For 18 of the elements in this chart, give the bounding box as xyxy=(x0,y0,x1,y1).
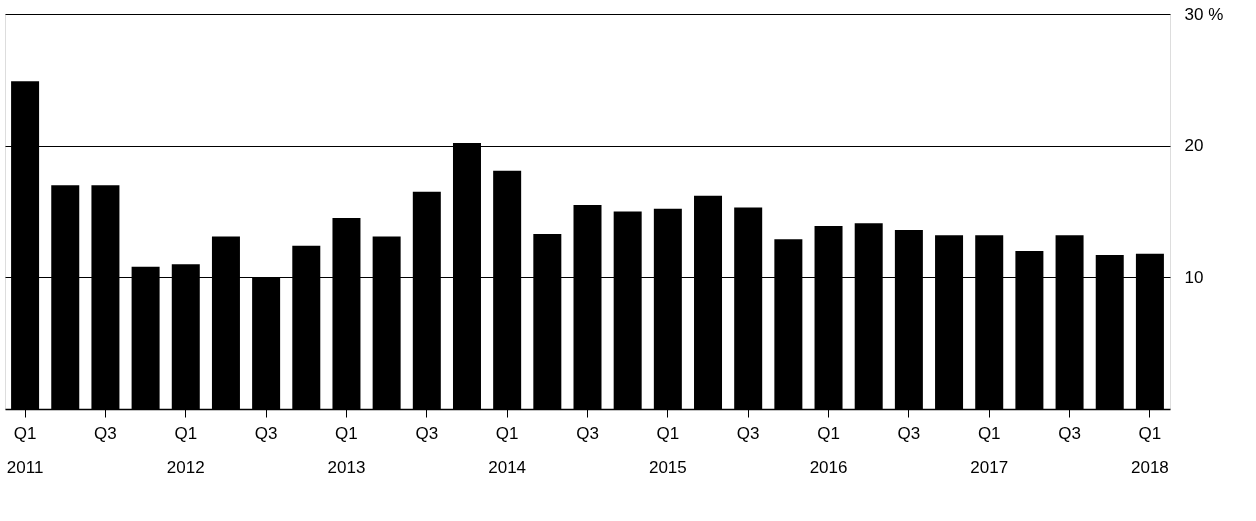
x-tick-label: Q3 xyxy=(254,423,278,443)
x-tick-label: Q1 2018 xyxy=(1131,423,1169,477)
x-tick-label: Q1 2013 xyxy=(327,423,366,477)
x-tick-label: Q3 xyxy=(415,423,439,443)
x-tick-label: Q1 2012 xyxy=(166,423,205,477)
x-tick-label: Q1 2016 xyxy=(809,423,848,477)
x-tick-label: Q1 2014 xyxy=(488,423,527,477)
x-tick-label: Q3 xyxy=(576,423,599,443)
x-tick-label: Q1 2017 xyxy=(970,423,1009,477)
y-tick-label: 20 xyxy=(1184,136,1204,156)
x-tick-label: Q1 2015 xyxy=(648,423,687,477)
x-tick-label: Q3 xyxy=(1058,423,1081,443)
x-tick-label: Q3 xyxy=(736,423,760,443)
x-tick-label: Q3 xyxy=(94,423,117,443)
x-tick-label: Q3 xyxy=(897,423,921,443)
y-tick-label: 10 xyxy=(1184,267,1204,287)
x-tick-label: Q1 2011 xyxy=(6,423,44,477)
y-tick-label: 30 % xyxy=(1184,4,1224,24)
